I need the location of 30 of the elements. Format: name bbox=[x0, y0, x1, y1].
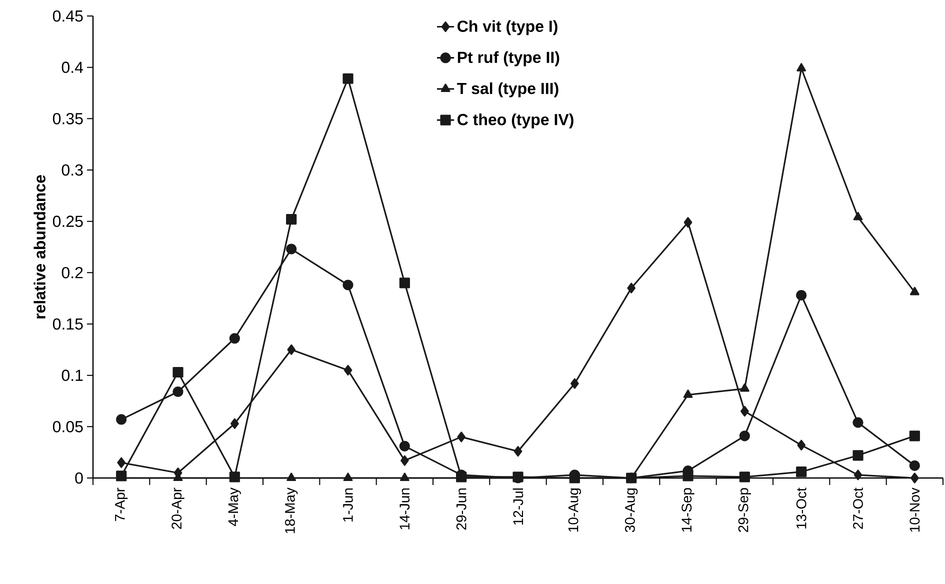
x-tick-label: 20-Apr bbox=[172, 488, 184, 529]
x-tick-label: 12-Jul bbox=[512, 488, 524, 525]
y-tick-label: 0.4 bbox=[62, 62, 83, 73]
y-tick-label: 0.15 bbox=[52, 318, 83, 330]
y-tick-label: 0.1 bbox=[62, 370, 83, 381]
y-tick-label: 0.45 bbox=[52, 10, 83, 22]
x-tick-label: 27-Oct bbox=[853, 488, 863, 529]
x-tick-label: 14-Jun bbox=[400, 488, 410, 530]
x-tick-label: 18-May bbox=[284, 488, 298, 534]
x-tick-label: 10-Nov bbox=[910, 488, 920, 532]
y-tick-label: 0.3 bbox=[62, 164, 83, 176]
x-tick-label: 14-Sep bbox=[682, 488, 694, 532]
y-tick-label: 0.2 bbox=[62, 267, 83, 278]
x-tick-label: 10-Aug bbox=[568, 488, 582, 532]
y-axis-title: relative abundance bbox=[34, 175, 46, 318]
legend-label: C theo (type IV) bbox=[458, 113, 574, 128]
legend-label: Pt ruf (type II) bbox=[458, 51, 560, 66]
x-tick-label: 13-Oct bbox=[796, 488, 806, 528]
x-tick-label: 29-Sep bbox=[738, 488, 752, 532]
x-tick-label: 4-May bbox=[228, 488, 241, 526]
x-tick-label: 29-Jun bbox=[456, 488, 466, 530]
x-tick-label: 7-Apr bbox=[115, 488, 128, 522]
y-tick-label: 0.05 bbox=[52, 421, 83, 432]
x-tick-label: 1-Jun bbox=[343, 488, 353, 522]
x-tick-label: 30-Aug bbox=[624, 488, 638, 532]
legend-label: Ch vit (type I) bbox=[458, 20, 558, 36]
y-tick-label: 0 bbox=[75, 472, 83, 484]
legend-label: T sal (type III) bbox=[457, 82, 558, 98]
y-tick-label: 0.25 bbox=[52, 216, 83, 227]
y-tick-label: 0.35 bbox=[52, 113, 83, 124]
